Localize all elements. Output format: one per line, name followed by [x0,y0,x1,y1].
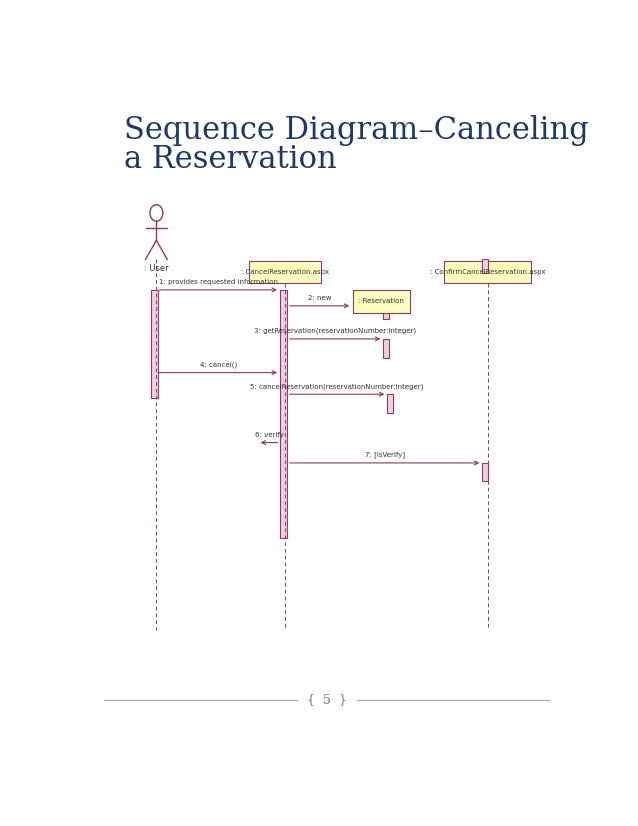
Bar [445,261,531,283]
Text: 5: cancelReservation(reservationNumber:Integer): 5: cancelReservation(reservationNumber:I… [251,383,424,390]
Bar [383,339,389,358]
Text: 6: verify: 6: verify [255,432,283,438]
Text: 3: getReservation(reservationNumber:Integer): 3: getReservation(reservationNumber:Inte… [254,328,416,335]
Text: 7: [IsVerify]: 7: [IsVerify] [364,452,404,458]
Bar [280,290,287,538]
Text: : CancelReservation.aspx: : CancelReservation.aspx [241,269,329,275]
Text: : Reservation: : Reservation [359,298,404,304]
Text: Sequence Diagram–Canceling: Sequence Diagram–Canceling [124,115,589,146]
Text: 2: new: 2: new [308,296,331,301]
Text: : ConfirmCancelReservation.aspx: : ConfirmCancelReservation.aspx [430,269,545,275]
Bar [383,293,389,319]
Text: : User: : User [144,264,168,273]
Text: 1: provides requested information: 1: provides requested information [159,279,278,286]
Text: {  5  }: { 5 } [307,693,347,706]
Bar [151,290,158,398]
Bar [482,259,488,273]
Bar [249,261,321,283]
Bar [353,290,410,313]
Bar [482,463,488,481]
Bar [387,394,393,413]
Text: 4: cancel(): 4: cancel() [200,362,237,368]
Text: a Reservation: a Reservation [124,144,337,174]
